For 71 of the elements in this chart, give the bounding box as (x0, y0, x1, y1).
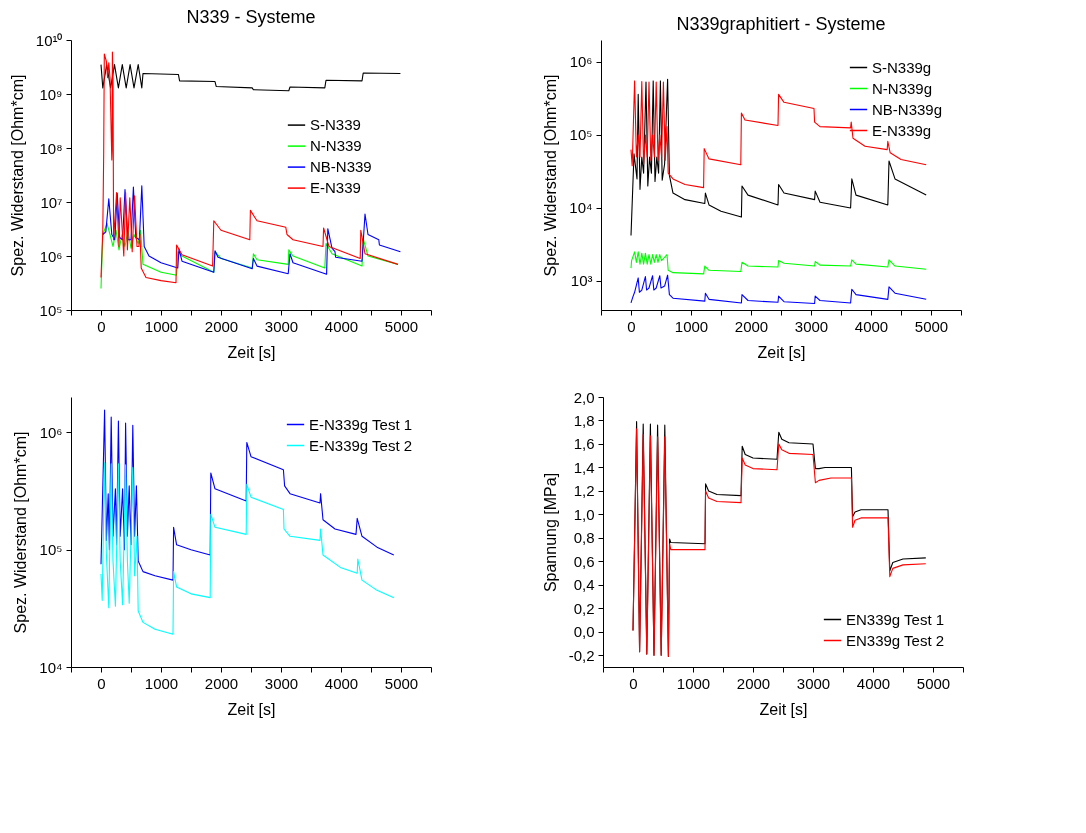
x-tick-label: 1000 (674, 317, 709, 335)
x-tick-label: 0 (97, 317, 106, 335)
y-tick-label: 10³ (570, 272, 593, 290)
y-tick-label: 10⁹ (39, 85, 63, 103)
y-tick-label: 10⁶ (39, 423, 63, 441)
x-tick-label: 5000 (916, 674, 951, 692)
y-tick-label: 0,8 (573, 529, 595, 547)
x-tick-label: 5000 (384, 317, 419, 335)
x-axis-title: Zeit [s] (757, 343, 806, 361)
x-tick-label: 1000 (676, 674, 711, 692)
x-tick-label: 2000 (734, 317, 769, 335)
y-tick-label: 10⁶ (569, 53, 593, 71)
x-tick-label: 0 (97, 674, 106, 692)
y-tick-label: 10⁴ (569, 199, 593, 217)
legend-label: N-N339 (310, 137, 362, 155)
legend-label: E-N339g Test 1 (309, 415, 413, 433)
x-tick-label: 0 (629, 674, 638, 692)
x-tick-label: 1000 (144, 317, 179, 335)
legend-label: E-N339g (872, 121, 932, 139)
y-tick-label: 0,4 (573, 576, 595, 594)
y-tick-label: 1,0 (573, 505, 595, 523)
y-tick-label: 0,6 (573, 552, 595, 570)
y-tick-label: 10⁸ (39, 139, 63, 157)
legend-label: EN339g Test 1 (846, 610, 945, 628)
legend-label: E-N339 (310, 179, 361, 197)
chart-title: N339 - Systeme (186, 7, 316, 27)
x-tick-label: 5000 (914, 317, 949, 335)
x-tick-label: 3000 (794, 317, 829, 335)
x-tick-label: 2000 (204, 317, 239, 335)
x-axis-title: Zeit [s] (227, 343, 276, 361)
x-tick-label: 3000 (796, 674, 831, 692)
y-tick-label: 10¹⁰ (35, 31, 63, 49)
y-tick-label: 1,4 (573, 458, 595, 476)
legend-label: N-N339g (872, 79, 933, 97)
y-axis-title: Spez. Widerstand [Ohm*cm] (12, 431, 30, 634)
x-tick-label: 4000 (854, 317, 889, 335)
legend-label: EN339g Test 2 (846, 631, 945, 649)
legend-label: NB-N339 (310, 158, 372, 176)
y-tick-label: 10⁵ (569, 126, 593, 144)
y-tick-label: 0,2 (573, 599, 595, 617)
legend-label: NB-N339g (872, 100, 943, 118)
x-tick-label: 2000 (204, 674, 239, 692)
y-tick-label: 1,6 (573, 435, 595, 453)
y-tick-label: 0,0 (573, 623, 595, 641)
x-tick-label: 4000 (324, 317, 359, 335)
y-tick-label: 10⁴ (39, 658, 63, 676)
legend-label: E-N339g Test 2 (309, 436, 413, 454)
chart-title: N339graphitiert - Systeme (676, 14, 886, 34)
y-tick-label: 1,8 (573, 411, 595, 429)
y-tick-label: 10⁷ (40, 193, 63, 211)
y-axis-title: Spez. Widerstand [Ohm*cm] (542, 74, 560, 277)
y-tick-label: 10⁶ (39, 247, 63, 265)
x-tick-label: 3000 (264, 317, 299, 335)
x-tick-label: 4000 (856, 674, 891, 692)
x-axis-title: Zeit [s] (227, 700, 276, 718)
x-tick-label: 5000 (384, 674, 419, 692)
y-tick-label: 10⁵ (39, 301, 63, 319)
x-tick-label: 1000 (144, 674, 179, 692)
y-axis-title: Spannung [MPa] (541, 472, 559, 593)
legend-label: S-N339 (310, 116, 361, 134)
y-tick-label: 10⁵ (39, 541, 63, 559)
y-tick-label: 1,2 (573, 482, 595, 500)
x-tick-label: 2000 (736, 674, 771, 692)
y-tick-label: -0,2 (568, 646, 595, 664)
y-axis-title: Spez. Widerstand [Ohm*cm] (8, 74, 26, 277)
x-tick-label: 4000 (324, 674, 359, 692)
legend-label: S-N339g (872, 58, 932, 76)
x-tick-label: 0 (627, 317, 636, 335)
y-tick-label: 2,0 (573, 388, 595, 406)
x-tick-label: 3000 (264, 674, 299, 692)
x-axis-title: Zeit [s] (759, 700, 808, 718)
